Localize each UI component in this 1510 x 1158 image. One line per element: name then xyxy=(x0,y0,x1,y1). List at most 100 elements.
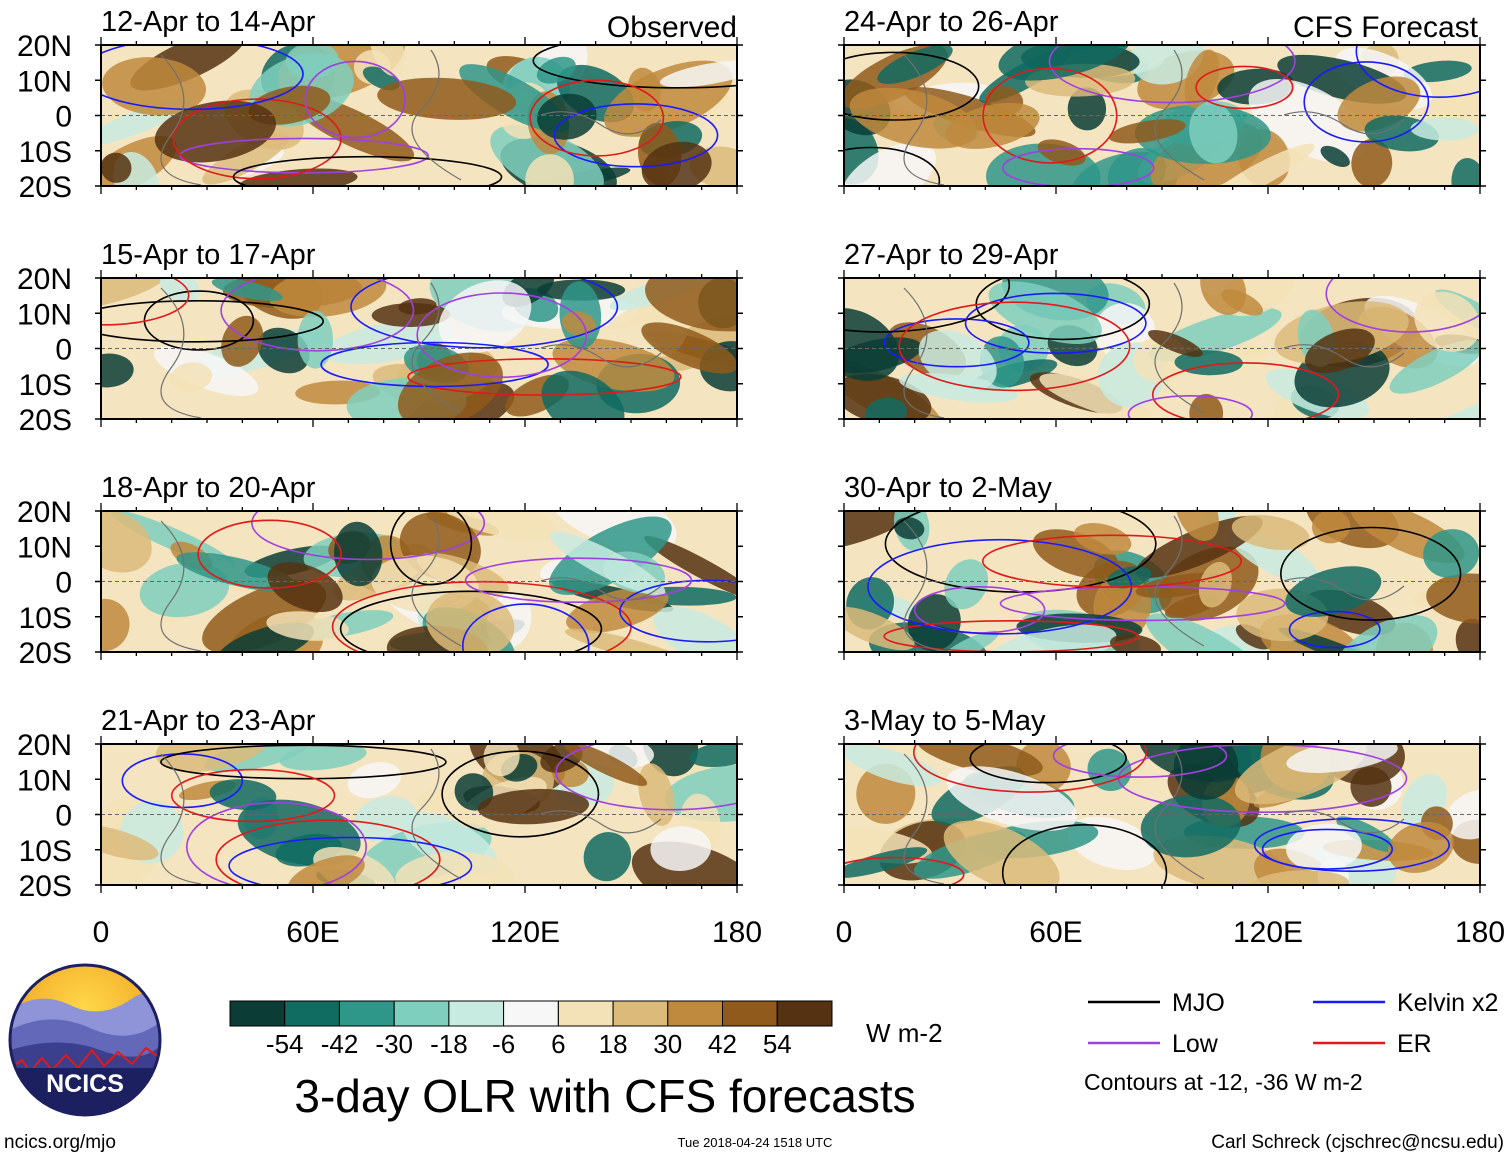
y-tick-label: 10S xyxy=(19,136,72,169)
wave-contour xyxy=(215,819,441,885)
olr-anomaly-blob xyxy=(641,322,737,374)
y-tick-label: 10N xyxy=(17,65,72,98)
panel-period-title: 12-Apr to 14-Apr xyxy=(101,6,316,38)
wave-contour xyxy=(844,278,1011,333)
y-tick-label: 20S xyxy=(19,404,72,437)
panel-period-title: 15-Apr to 17-Apr xyxy=(101,239,316,271)
wave-contour xyxy=(1052,744,1228,778)
panel-period-title: 24-Apr to 26-Apr xyxy=(844,6,1059,38)
y-tick-label: 10S xyxy=(19,835,72,868)
legend-label: Kelvin x2 xyxy=(1397,989,1498,1017)
panel-period-title: 18-Apr to 20-Apr xyxy=(101,472,316,504)
colorbar-swatch xyxy=(448,1000,505,1027)
wave-contour xyxy=(160,744,447,780)
olr-anomaly-blob xyxy=(1389,339,1480,394)
colorbar-tick-label: -30 xyxy=(375,1029,413,1059)
chart-title: 3-day OLR with CFS forecasts xyxy=(294,1070,915,1122)
wave-contour xyxy=(186,801,367,885)
olr-anomaly-blob xyxy=(1320,145,1350,167)
olr-anomaly-blob xyxy=(347,762,402,799)
olr-anomaly-blob xyxy=(987,624,1117,652)
ncics-logo: NCICS xyxy=(8,963,162,1117)
coastline xyxy=(903,515,1405,652)
y-tick-label: 20N xyxy=(17,729,72,762)
olr-anomaly-blob xyxy=(645,278,737,332)
olr-anomaly-blob xyxy=(946,766,1078,831)
colorbar-swatch xyxy=(612,1000,669,1027)
wave-contour xyxy=(619,579,737,643)
olr-anomaly-blob xyxy=(562,744,648,786)
olr-anomaly-blob xyxy=(101,797,143,848)
olr-anomaly-blob xyxy=(1198,561,1232,608)
olr-anomaly-blob xyxy=(426,590,515,652)
x-tick-label: 60E xyxy=(286,916,339,949)
olr-anomaly-blob xyxy=(1426,573,1480,624)
olr-anomaly-blob xyxy=(445,511,558,541)
colorbar-tick-label: 6 xyxy=(551,1029,565,1059)
wave-contour xyxy=(529,79,665,157)
olr-anomaly-blob xyxy=(916,744,1043,777)
olr-anomaly-blob xyxy=(377,77,517,120)
wave-contour xyxy=(1288,610,1381,649)
olr-anomaly-blob xyxy=(865,397,907,419)
wave-contour xyxy=(883,318,1030,368)
colorbar-tick-label: 30 xyxy=(653,1029,682,1059)
x-tick-label: 60E xyxy=(1029,916,1082,949)
wave-contour xyxy=(1279,526,1462,621)
olr-anomaly-blob xyxy=(944,559,989,610)
olr-anomaly-blob xyxy=(561,311,596,336)
observed-heading: Observed xyxy=(607,11,737,44)
wave-contour xyxy=(1002,147,1155,186)
logo-text: NCICS xyxy=(46,1070,124,1098)
colorbar-swatch xyxy=(667,1000,723,1027)
olr-anomaly-blob xyxy=(564,628,691,652)
wave-contour xyxy=(982,67,1118,164)
wave-contour xyxy=(197,519,342,589)
olr-anomaly-blob xyxy=(101,598,130,652)
x-tick-label: 180 xyxy=(1455,916,1505,949)
wave-contour xyxy=(969,744,1127,784)
olr-anomaly-blob xyxy=(269,278,387,318)
wave-contour xyxy=(350,278,619,349)
olr-anomaly-blob xyxy=(894,517,925,540)
wave-contour xyxy=(1253,817,1450,872)
olr-anomaly-blob xyxy=(537,93,597,140)
x-tick-label: 120E xyxy=(1233,916,1303,949)
map-panel: 27-Apr to 29-Apr xyxy=(838,239,1486,427)
map-panel: 30-Apr to 2-May xyxy=(838,472,1486,660)
wave-contour xyxy=(339,590,603,652)
wave-contour xyxy=(101,45,304,111)
wave-contour xyxy=(844,51,980,121)
legend-label: Low xyxy=(1172,1030,1219,1058)
olr-anomaly-blob xyxy=(689,744,737,768)
wave-contour xyxy=(1048,45,1296,104)
x-tick-label: 120E xyxy=(490,916,560,949)
olr-anomaly-blob xyxy=(583,832,632,882)
wave-contour xyxy=(981,534,1242,588)
wave-contour xyxy=(1127,395,1253,419)
olr-anomaly-blob xyxy=(1387,821,1454,873)
wave-contour xyxy=(1325,278,1480,333)
wave-contour xyxy=(1001,824,1168,885)
olr-anomaly-blob xyxy=(943,820,1060,885)
olr-anomaly-blob xyxy=(642,744,699,777)
olr-anomaly-blob xyxy=(844,308,900,381)
wave-contour xyxy=(1303,61,1430,143)
olr-anomaly-blob xyxy=(209,779,277,811)
wave-contour xyxy=(304,60,406,139)
colorbar-swatch xyxy=(339,1000,395,1027)
wave-contour xyxy=(228,836,473,885)
olr-anomaly-blob xyxy=(170,362,213,392)
olr-anomaly-blob xyxy=(1336,816,1397,853)
wave-contour xyxy=(1261,828,1393,870)
wave-contour xyxy=(462,603,590,652)
coastline xyxy=(160,282,662,419)
panel-period-title: 3-May to 5-May xyxy=(844,705,1046,737)
olr-anomaly-blob xyxy=(1189,393,1224,419)
olr-anomaly-blob xyxy=(641,141,712,186)
colorbar-swatch xyxy=(284,1000,340,1027)
olr-anomaly-blob xyxy=(918,329,997,392)
